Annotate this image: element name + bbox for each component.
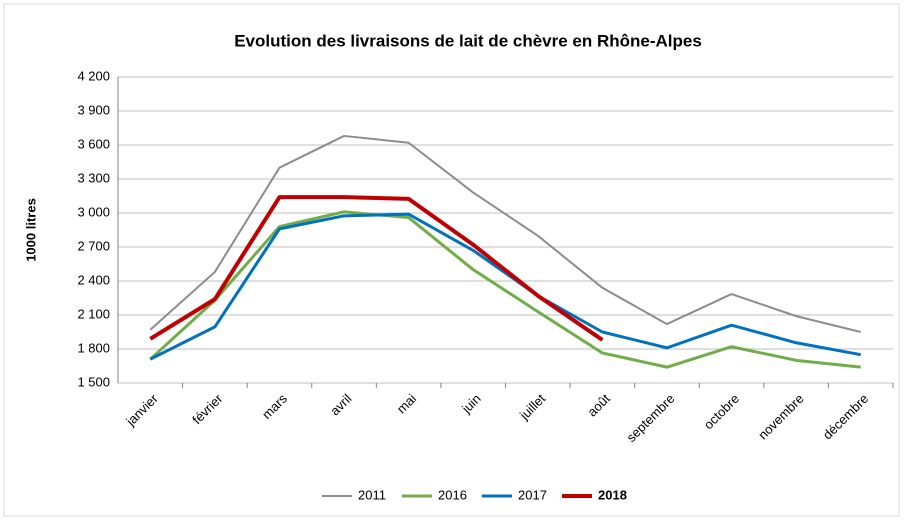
y-tick-label: 1 800	[77, 340, 110, 355]
series-line	[149, 195, 604, 342]
series-line	[149, 210, 861, 369]
y-tick-label: 3 900	[77, 102, 110, 117]
chart-frame	[3, 3, 900, 517]
series-line	[149, 212, 861, 361]
chart-title: Evolution des livraisons de lait de chèv…	[234, 31, 702, 50]
y-tick-label: 4 200	[77, 68, 110, 83]
series-line	[149, 134, 861, 333]
y-tick-label: 2 700	[77, 238, 110, 253]
legend-label: 2011	[358, 487, 386, 502]
y-tick-label: 1 500	[77, 374, 110, 389]
legend-label: 2016	[438, 487, 467, 502]
y-tick-label: 3 300	[77, 170, 110, 185]
y-tick-label: 2 400	[77, 272, 110, 287]
legend-label: 2017	[518, 487, 547, 502]
y-tick-label: 3 600	[77, 136, 110, 151]
y-tick-label: 3 000	[77, 204, 110, 219]
legend-label: 2018	[598, 487, 627, 502]
y-tick-label: 2 100	[77, 306, 110, 321]
y-axis-label: 1000 litres	[23, 198, 38, 262]
